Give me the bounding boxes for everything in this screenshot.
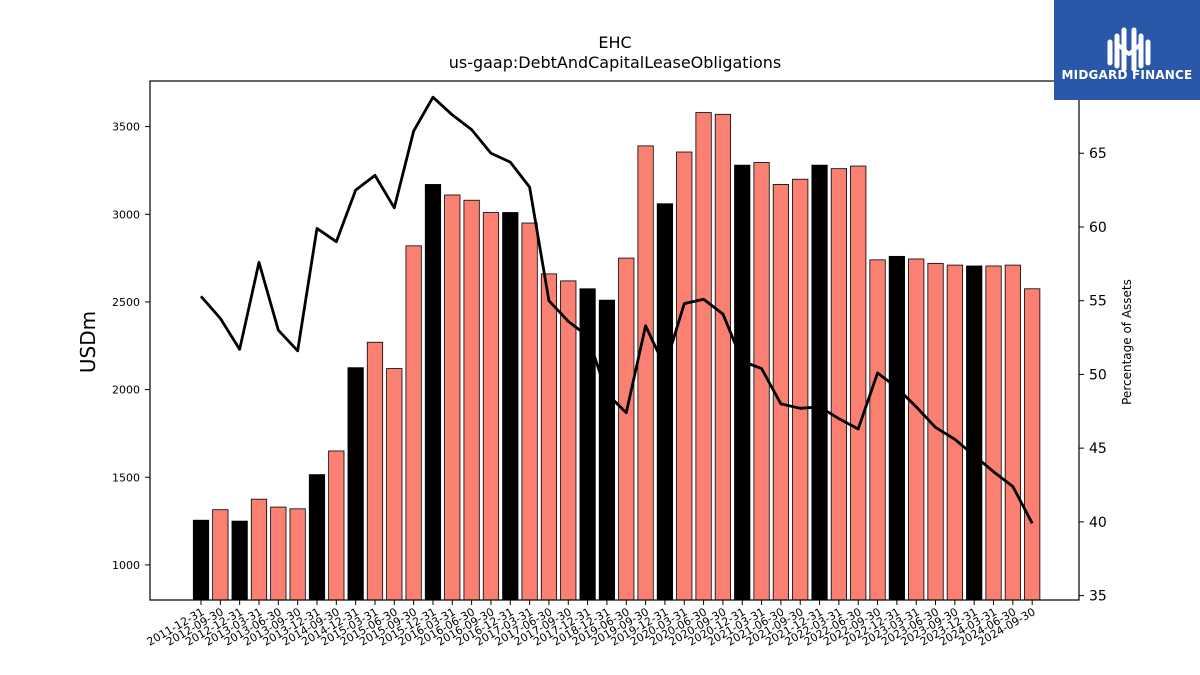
bar xyxy=(270,506,287,601)
bar xyxy=(869,259,886,601)
bar xyxy=(792,178,809,601)
y2-tick-label: 45 xyxy=(1089,441,1107,457)
bar xyxy=(328,450,345,601)
logo-text: MIDGARD FINANCE xyxy=(1061,68,1193,82)
plot-frame xyxy=(149,80,1080,601)
bar xyxy=(676,151,693,601)
bar xyxy=(405,245,422,601)
y-tick-label: 3000 xyxy=(112,208,140,221)
bar xyxy=(695,112,712,601)
bar xyxy=(289,508,306,601)
bar xyxy=(714,113,732,601)
y-axis-label: USDm xyxy=(76,311,100,373)
bar xyxy=(386,368,403,601)
y2-tick-label: 65 xyxy=(1089,146,1107,162)
bar xyxy=(637,145,654,601)
bar xyxy=(502,212,519,601)
y2-axis-label: Percentage of Assets xyxy=(1120,279,1134,405)
y2-tick-label: 50 xyxy=(1089,367,1107,383)
bar xyxy=(830,168,847,601)
bar xyxy=(966,265,983,601)
percentage-line xyxy=(199,95,1034,524)
bar xyxy=(540,273,558,601)
bar xyxy=(231,520,248,601)
bar xyxy=(598,299,616,601)
bar xyxy=(1024,288,1041,601)
x-axis: 2011-12-312012-09-302012-12-312013-03-31… xyxy=(145,600,1038,649)
chart-title: EHC xyxy=(598,33,631,52)
bar xyxy=(308,474,326,601)
bar xyxy=(656,203,674,601)
bar xyxy=(560,280,577,601)
bar xyxy=(424,184,442,601)
y-tick-label: 1000 xyxy=(112,559,140,572)
bar xyxy=(1004,264,1021,601)
line-series xyxy=(199,95,1034,524)
bar xyxy=(908,258,925,601)
bar xyxy=(850,165,867,601)
bar xyxy=(618,257,635,601)
y2-tick-label: 55 xyxy=(1089,294,1107,310)
bar xyxy=(463,199,480,601)
bar xyxy=(444,194,461,601)
bar xyxy=(946,264,963,601)
y2-tick-label: 60 xyxy=(1089,220,1107,236)
bar xyxy=(212,509,229,601)
bar xyxy=(250,498,268,601)
y-tick-label: 3500 xyxy=(112,121,140,134)
y-tick-label: 2500 xyxy=(112,296,140,309)
bar xyxy=(734,164,751,601)
bar xyxy=(811,164,828,601)
bar xyxy=(366,341,384,601)
brand-logo: MIDGARD FINANCE xyxy=(1054,0,1200,100)
y2-tick-label: 35 xyxy=(1089,589,1107,605)
bar xyxy=(888,255,905,601)
left-axis: 1000 1500 2000 2500 3000 3500 xyxy=(112,121,150,572)
y-tick-label: 1500 xyxy=(112,471,140,484)
bar xyxy=(985,265,1002,601)
chart-subtitle: us-gaap:DebtAndCapitalLeaseObligations xyxy=(449,53,782,72)
y-tick-label: 2000 xyxy=(112,384,140,397)
bar xyxy=(347,367,364,601)
right-axis: 35 40 45 50 55 60 65 xyxy=(1079,146,1107,605)
bar-series xyxy=(192,112,1041,601)
logo-mark-icon xyxy=(1107,27,1151,72)
bar xyxy=(482,212,500,601)
bar xyxy=(521,222,538,601)
bar xyxy=(192,519,210,601)
y2-tick-label: 40 xyxy=(1089,515,1107,531)
